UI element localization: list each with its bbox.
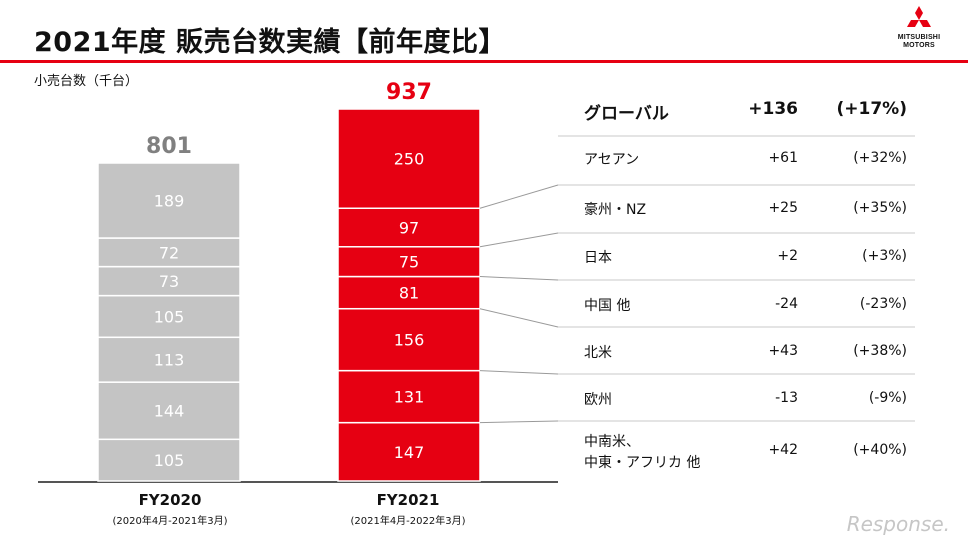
global-pct: (+17%) — [836, 99, 907, 119]
region-pct: (+38%) — [853, 343, 907, 359]
bar-segment — [97, 265, 241, 297]
region-name: アセアン — [584, 152, 640, 168]
bar-segment — [97, 438, 241, 482]
category-label: FY2020 — [138, 491, 202, 509]
region-pct: (+35%) — [853, 200, 907, 216]
segment-value-label: 131 — [394, 388, 425, 407]
region-name: 豪州・NZ — [584, 202, 647, 218]
connector-line — [479, 370, 559, 375]
segment-value-label: 250 — [394, 150, 425, 169]
region-diff: +2 — [777, 248, 798, 264]
segment-value-label: 97 — [399, 219, 419, 238]
region-name: 北米 — [584, 345, 612, 361]
bar-segment — [97, 237, 241, 268]
company-logo: MITSUBISHI MOTORS — [892, 6, 946, 50]
logo-line2: MOTORS — [903, 42, 935, 49]
region-diff: +61 — [768, 150, 798, 166]
region-name: 中南米、 中東・アフリカ 他 — [584, 434, 701, 471]
segment-value-label: 75 — [399, 253, 419, 272]
region-diff: +43 — [768, 343, 798, 359]
region-name: 中国 他 — [584, 298, 631, 314]
response-watermark: Response. — [846, 512, 950, 536]
global-diff: +136 — [748, 99, 798, 119]
region-pct: (-23%) — [859, 296, 907, 312]
region-diff: -13 — [775, 390, 798, 406]
bar-segment — [337, 275, 481, 310]
category-label: FY2021 — [376, 491, 440, 509]
region-pct: (-9%) — [868, 390, 907, 406]
region-diff: +25 — [768, 200, 798, 216]
bar-segment — [337, 108, 481, 210]
bar-segment — [97, 294, 241, 339]
segment-value-label: 81 — [399, 284, 419, 303]
connector-line — [479, 308, 559, 328]
bar-segment — [97, 336, 241, 383]
page-title: 2021年度 販売台数実績【前年度比】 — [34, 27, 507, 58]
region-pct: (+32%) — [853, 150, 907, 166]
segment-value-label: 73 — [159, 272, 179, 291]
bar-total-label: 801 — [146, 134, 192, 159]
title-divider — [0, 60, 968, 63]
segment-value-label: 105 — [154, 307, 185, 326]
category-fy2020: FY2020 (2020年4月-2021年3月) — [80, 491, 260, 527]
region-pct: (+40%) — [853, 442, 907, 458]
region-name: 日本 — [584, 250, 612, 266]
bar-segment — [97, 162, 241, 239]
segment-value-label: 147 — [394, 443, 425, 462]
connector-line — [479, 276, 559, 281]
segment-value-label: 144 — [154, 402, 185, 421]
unit-label: 小売台数（千台） — [34, 74, 139, 89]
three-diamond-logo-icon — [907, 6, 931, 27]
region-diff: -24 — [775, 296, 798, 312]
segment-value-label: 156 — [394, 331, 425, 350]
connector-line — [479, 420, 559, 424]
region-pct: (+3%) — [862, 248, 907, 264]
global-label: グローバル — [584, 104, 669, 124]
bar-segment — [337, 369, 481, 424]
segment-value-label: 72 — [159, 243, 179, 262]
category-period: (2020年4月-2021年3月) — [112, 516, 228, 527]
bar-segment — [337, 207, 481, 248]
connector-line — [479, 232, 559, 248]
bar-segment — [337, 307, 481, 372]
connector-line — [479, 184, 559, 209]
region-diff: +42 — [768, 442, 798, 458]
region-name: 欧州 — [584, 392, 612, 408]
category-fy2021: FY2021 (2021年4月-2022年3月) — [318, 491, 498, 527]
segment-value-label: 113 — [154, 351, 185, 370]
logo-line1: MITSUBISHI — [897, 34, 941, 41]
bar-total-label: 937 — [386, 80, 432, 105]
segment-value-label: 105 — [154, 451, 185, 470]
segment-value-label: 189 — [154, 192, 185, 211]
bar-segment — [97, 381, 241, 441]
category-period: (2021年4月-2022年3月) — [350, 516, 466, 527]
